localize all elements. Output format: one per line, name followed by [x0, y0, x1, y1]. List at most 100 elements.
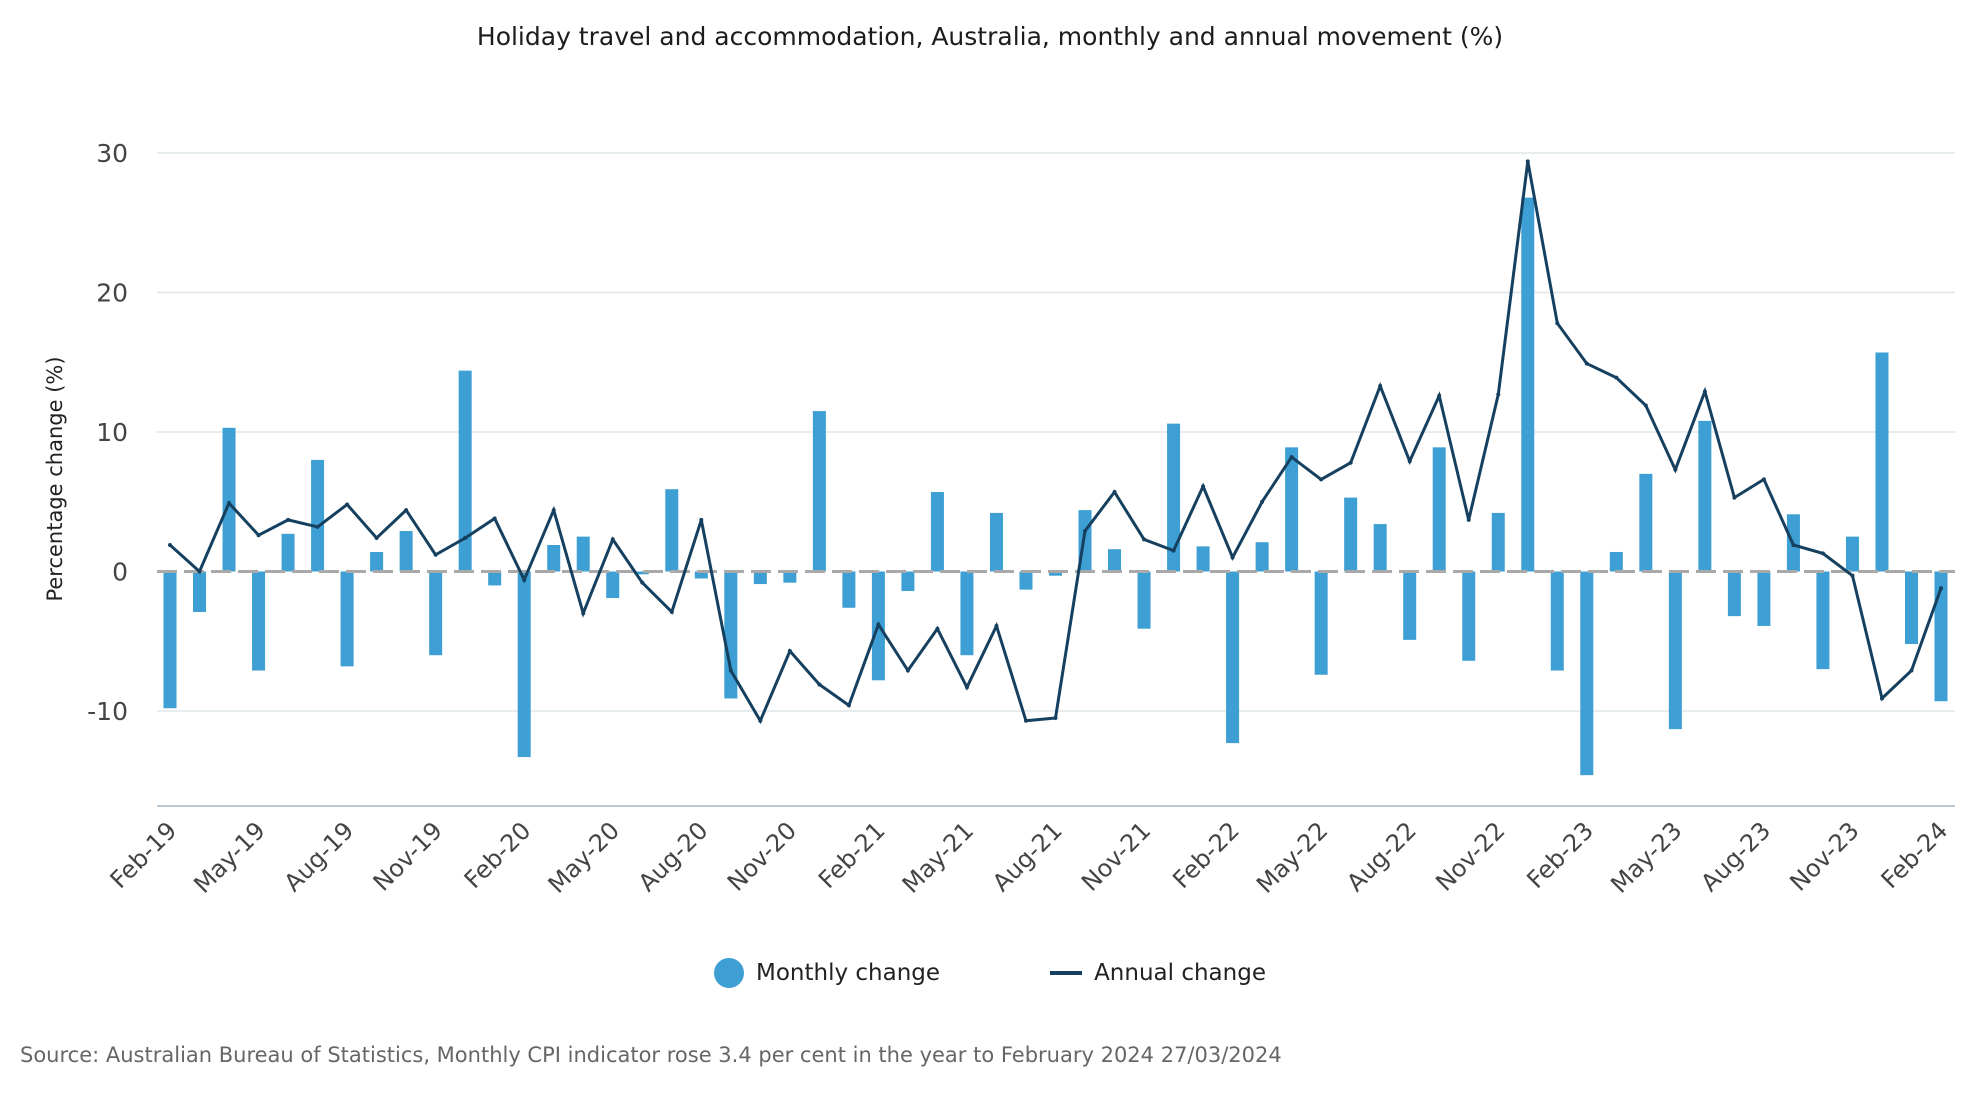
- bar-May-20[interactable]: [606, 571, 620, 599]
- bar-Aug-20[interactable]: [694, 571, 708, 579]
- bar-Dec-20[interactable]: [812, 411, 826, 572]
- bar-Oct-20[interactable]: [753, 571, 767, 585]
- bar-Jan-22[interactable]: [1196, 546, 1210, 572]
- x-tick-label: Nov-22: [1430, 816, 1510, 896]
- bar-Apr-20[interactable]: [576, 536, 590, 572]
- bar-Feb-19[interactable]: [163, 571, 177, 709]
- bar-Mar-19[interactable]: [193, 571, 207, 612]
- bar-Apr-22[interactable]: [1285, 447, 1299, 572]
- bar-May-21[interactable]: [960, 571, 974, 656]
- bar-Jan-24[interactable]: [1904, 571, 1918, 645]
- bar-Jan-20[interactable]: [488, 571, 502, 586]
- bar-Dec-19[interactable]: [458, 370, 472, 572]
- bar-Jan-23[interactable]: [1550, 571, 1564, 671]
- annual-point-Mar-22: [1260, 499, 1265, 504]
- bar-Jan-21[interactable]: [842, 571, 856, 608]
- bar-Apr-19[interactable]: [222, 427, 236, 572]
- annual-point-Mar-21: [905, 668, 910, 673]
- bar-Sep-20[interactable]: [724, 571, 738, 699]
- annual-point-Feb-23: [1584, 361, 1589, 366]
- bar-Feb-22[interactable]: [1226, 571, 1240, 744]
- annual-point-Dec-19: [463, 536, 468, 541]
- bar-Feb-24[interactable]: [1934, 571, 1948, 702]
- bar-Aug-19[interactable]: [340, 571, 354, 667]
- bar-Apr-23[interactable]: [1639, 473, 1653, 572]
- annual-point-Aug-23: [1761, 477, 1766, 482]
- annual-point-Nov-19: [433, 552, 438, 557]
- bar-Jul-20[interactable]: [665, 489, 679, 572]
- bar-Feb-23[interactable]: [1580, 571, 1594, 776]
- annual-point-Aug-21: [1053, 715, 1058, 720]
- bar-Dec-22[interactable]: [1521, 197, 1535, 572]
- bar-Jul-19[interactable]: [311, 459, 325, 572]
- bar-Jul-23[interactable]: [1727, 571, 1741, 617]
- y-axis-label: Percentage change (%): [43, 356, 67, 601]
- annual-point-Jul-21: [1023, 718, 1028, 723]
- x-tick-label: May-23: [1605, 816, 1687, 898]
- legend-item-monthly[interactable]: Monthly change: [714, 958, 940, 988]
- annual-point-Dec-22: [1525, 159, 1530, 164]
- bar-Oct-22[interactable]: [1462, 571, 1476, 661]
- annual-point-Jan-23: [1555, 321, 1560, 326]
- annual-point-Dec-23: [1879, 696, 1884, 701]
- bar-Oct-23[interactable]: [1816, 571, 1830, 670]
- bar-Apr-21[interactable]: [930, 491, 944, 572]
- legend-bar-swatch-icon: [714, 958, 745, 988]
- x-tick-label: Aug-23: [1695, 816, 1776, 897]
- bar-Sep-19[interactable]: [370, 551, 384, 572]
- annual-point-Oct-19: [404, 508, 409, 513]
- bar-Jun-23[interactable]: [1698, 420, 1712, 572]
- bar-Jun-20[interactable]: [635, 571, 649, 575]
- annual-point-Jun-22: [1348, 460, 1353, 465]
- bar-Jun-19[interactable]: [281, 533, 295, 572]
- bar-Aug-23[interactable]: [1757, 571, 1771, 626]
- annual-point-Nov-21: [1142, 537, 1147, 542]
- x-tick-label: Nov-20: [722, 816, 802, 896]
- annual-point-Apr-21: [935, 626, 940, 631]
- bar-Oct-21[interactable]: [1108, 549, 1122, 572]
- bar-Sep-22[interactable]: [1432, 447, 1446, 572]
- bar-May-23[interactable]: [1668, 571, 1682, 730]
- y-tick-label: 30: [96, 139, 128, 168]
- annual-point-Jul-19: [315, 524, 320, 529]
- x-tick-label: Feb-22: [1167, 816, 1245, 894]
- x-tick-label: May-21: [897, 816, 979, 898]
- bar-Feb-20[interactable]: [517, 571, 531, 758]
- legend-item-annual[interactable]: Annual change: [1050, 958, 1266, 988]
- bar-Aug-21[interactable]: [1049, 571, 1062, 576]
- bar-May-22[interactable]: [1314, 571, 1328, 675]
- bar-Aug-22[interactable]: [1403, 571, 1417, 640]
- annual-point-Dec-20: [817, 682, 822, 687]
- y-tick-label: 10: [96, 418, 128, 447]
- bar-Mar-22[interactable]: [1255, 542, 1269, 572]
- bar-Mar-20[interactable]: [547, 544, 561, 572]
- bar-Nov-19[interactable]: [429, 571, 443, 656]
- bar-Dec-23[interactable]: [1875, 352, 1889, 572]
- gridlines: 30 20 10 0 -10: [87, 139, 1955, 726]
- bar-Oct-19[interactable]: [399, 531, 413, 572]
- bar-Nov-22[interactable]: [1491, 512, 1505, 572]
- bar-Jun-22[interactable]: [1344, 497, 1358, 572]
- x-tick-label: Nov-19: [368, 816, 448, 896]
- annual-point-Oct-22: [1466, 517, 1471, 522]
- annual-point-May-23: [1673, 467, 1678, 472]
- annual-point-Jul-20: [669, 609, 674, 614]
- bar-Mar-23[interactable]: [1609, 551, 1623, 572]
- bar-Jun-21[interactable]: [989, 512, 1003, 572]
- annual-point-Jan-20: [492, 516, 497, 521]
- bar-Nov-23[interactable]: [1845, 536, 1859, 572]
- bar-Nov-21[interactable]: [1137, 571, 1151, 629]
- bar-Mar-21[interactable]: [901, 571, 915, 592]
- bar-Dec-21[interactable]: [1167, 423, 1181, 572]
- annual-point-Apr-20: [581, 611, 586, 616]
- x-tick-label: May-19: [188, 816, 270, 898]
- bar-May-19[interactable]: [252, 571, 266, 671]
- bar-Nov-20[interactable]: [783, 571, 797, 583]
- bar-Jul-21[interactable]: [1019, 571, 1033, 590]
- bar-Jul-22[interactable]: [1373, 524, 1387, 572]
- annual-point-Apr-19: [227, 501, 232, 506]
- annual-point-Aug-20: [699, 517, 704, 522]
- y-tick-label: 0: [112, 558, 128, 587]
- x-tick-label: Feb-21: [813, 816, 891, 894]
- y-tick-label: 20: [96, 279, 128, 308]
